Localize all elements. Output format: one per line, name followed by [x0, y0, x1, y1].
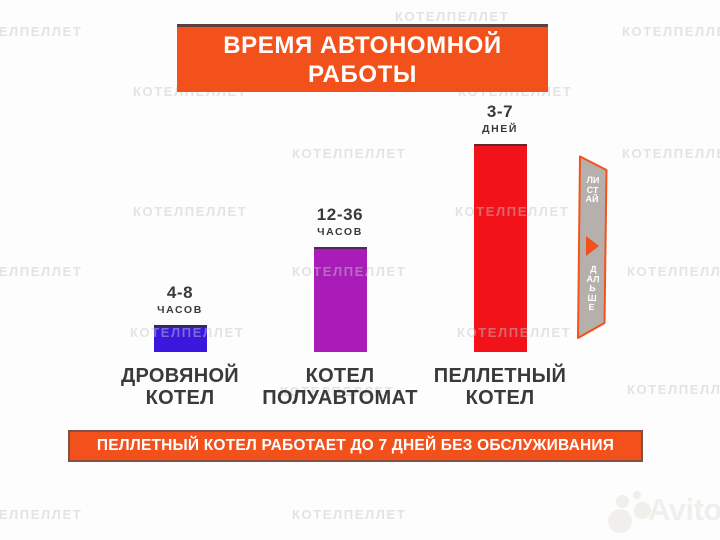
brand-watermark: КОТЕЛПЕЛЛЕТ: [292, 507, 407, 522]
tab-word-bottom: ДАЛЬШЕ: [586, 263, 600, 313]
category-wood-line1: ДРОВЯНОЙ: [121, 365, 239, 387]
bottom-banner-text: ПЕЛЛЕТНЫЙ КОТЕЛ РАБОТАЕТ ДО 7 ДНЕЙ БЕЗ О…: [96, 437, 615, 454]
avito-logo-icon: [633, 491, 641, 499]
bar-value-semiauto: 12-36: [316, 205, 364, 224]
category-label-wood-boiler: ДРОВЯНОЙ КОТЕЛ: [60, 365, 300, 409]
category-pellet-line1: ПЕЛЛЕТНЫЙ: [433, 365, 567, 387]
page-title-line1: ВРЕМЯ АВТОНОМНОЙ: [223, 31, 502, 59]
category-label-pellet-boiler: ПЕЛЛЕТНЫЙ КОТЕЛ: [380, 365, 620, 409]
brand-watermark: КОТЕЛПЕЛЛЕТ: [622, 146, 720, 161]
next-arrow-icon: [586, 236, 599, 256]
avito-logo-icon: [634, 502, 651, 519]
bar-group-semiauto-boiler: 12-36 ЧАСОВ: [230, 205, 450, 352]
bar-value-pellet: 3-7: [486, 102, 514, 121]
bar-wood-boiler: [153, 325, 207, 352]
bar-semiauto-boiler: [313, 247, 367, 352]
category-semiauto-line1: КОТЕЛ: [305, 365, 375, 387]
page-title-line2: РАБОТЫ: [308, 60, 417, 88]
brand-watermark: КОТЕЛПЕЛЛЕТ: [0, 264, 83, 279]
avito-logo-icon: [616, 495, 629, 508]
bar-value-wood: 4-8: [166, 283, 194, 302]
avito-logo-icon: [608, 509, 632, 533]
brand-watermark: КОТЕЛПЕЛЛЕТ: [627, 264, 720, 279]
brand-watermark: КОТЕЛПЕЛЛЕТ: [622, 24, 720, 39]
bar-unit-pellet: ДНЕЙ: [481, 123, 518, 135]
category-wood-line2: КОТЕЛ: [145, 386, 215, 409]
avito-watermark: Avito: [606, 490, 720, 538]
category-label-semiauto-boiler: КОТЕЛ ПОЛУАВТОМАТ: [220, 365, 460, 409]
brand-watermark: КОТЕЛПЕЛЛЕТ: [627, 382, 720, 397]
bar-unit-wood: ЧАСОВ: [157, 304, 203, 316]
tab-word-top: ЛИСТАЙ: [585, 174, 600, 205]
bar-pellet-boiler: [473, 144, 527, 352]
brand-watermark: КОТЕЛПЕЛЛЕТ: [0, 507, 83, 522]
avito-logo-text: Avito: [648, 492, 720, 527]
next-slide-tab[interactable]: ЛИСТАЙ ДАЛЬШЕ: [577, 155, 608, 340]
category-pellet-line2: КОТЕЛ: [465, 386, 535, 409]
bar-group-pellet-boiler: 3-7 ДНЕЙ: [390, 102, 610, 352]
brand-watermark: КОТЕЛПЕЛЛЕТ: [395, 9, 510, 24]
category-semiauto-line2: ПОЛУАВТОМАТ: [262, 386, 418, 409]
bar-unit-semiauto: ЧАСОВ: [317, 226, 363, 238]
bar-group-wood-boiler: 4-8 ЧАСОВ: [70, 283, 290, 352]
bottom-banner: ПЕЛЛЕТНЫЙ КОТЕЛ РАБОТАЕТ ДО 7 ДНЕЙ БЕЗ О…: [68, 430, 643, 462]
brand-watermark: КОТЕЛПЕЛЛЕТ: [0, 24, 83, 39]
header-banner: ВРЕМЯ АВТОНОМНОЙ РАБОТЫ: [177, 24, 548, 92]
